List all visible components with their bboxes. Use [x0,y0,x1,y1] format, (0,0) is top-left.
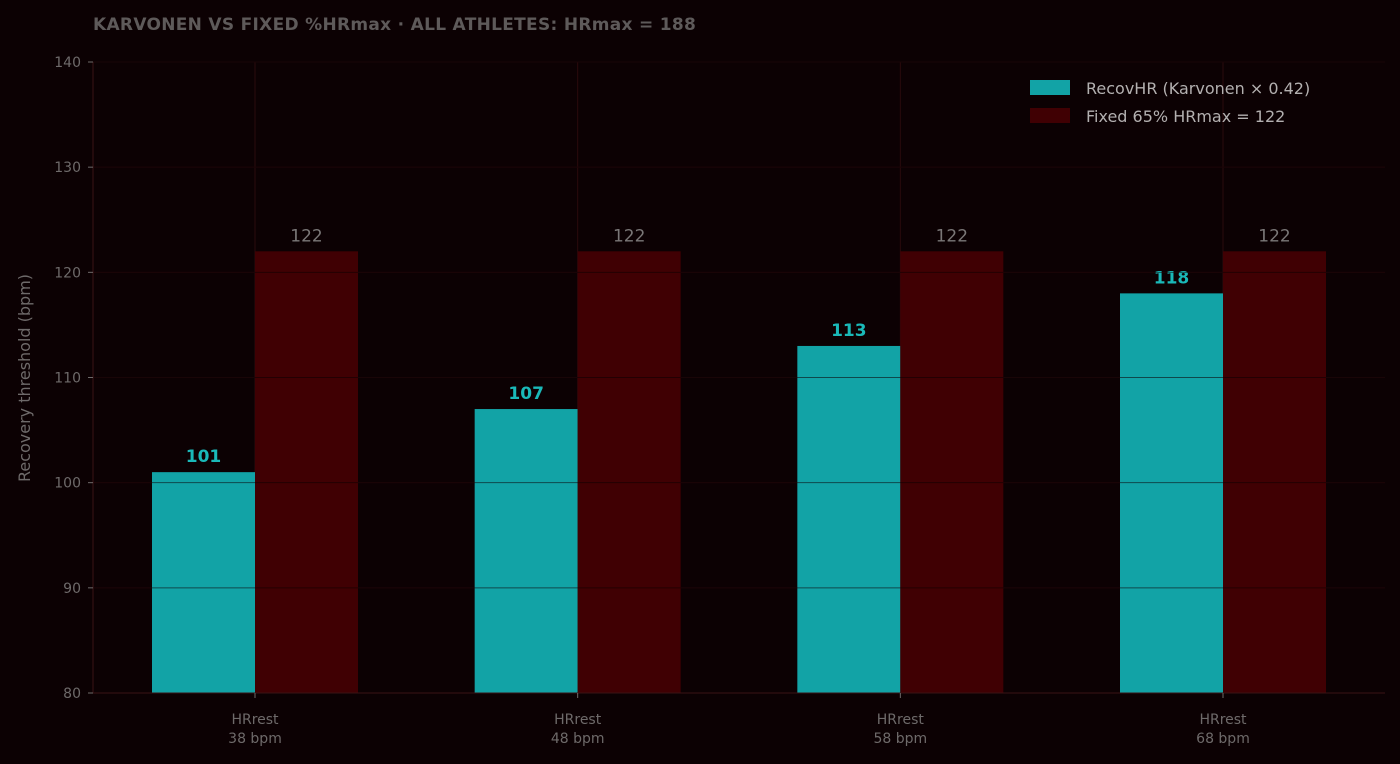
y-tick-label: 120 [54,265,81,281]
data-label: 122 [613,226,645,246]
bar-karvonen [152,472,255,693]
axes: 80 90 100 110 120 130 140 HRrest 38 bpm HRrest 48 … [54,55,1385,747]
x-tick-label: HRrest 58 bpm [873,712,927,747]
bar-karvonen [797,345,901,693]
x-tick-label: HRrest 38 bpm [228,712,282,747]
data-label: 118 [1154,268,1190,288]
data-label: 122 [936,226,968,246]
bar-fixed [577,251,681,694]
data-label: 107 [508,384,544,404]
data-label: 101 [186,447,222,467]
x-tick-label: HRrest 48 bpm [551,712,605,747]
y-tick-label: 80 [63,686,81,702]
x-tick-label: HRrest 68 bpm [1196,712,1250,747]
y-tick-label: 110 [54,371,81,387]
data-label: 122 [290,226,322,246]
legend-swatch [1030,108,1070,123]
y-axis-label: Recovery threshold (bpm) [15,274,34,482]
legend-label: Fixed 65% HRmax = 122 [1086,107,1285,126]
legend: RecovHR (Karvonen × 0.42) Fixed 65% HRmax… [1030,79,1310,126]
bar-karvonen [474,409,578,693]
bar-fixed [255,251,358,694]
legend-swatch [1030,80,1070,95]
bar-karvonen [1120,293,1223,693]
bar-fixed [900,251,1004,694]
data-label: 113 [831,321,867,341]
y-tick-label: 140 [54,55,81,71]
data-label: 122 [1258,226,1290,246]
y-tick-label: 130 [54,160,81,176]
y-tick-label: 90 [63,581,81,597]
chart-title: KARVONEN VS FIXED %HRmax · ALL ATHLETES:… [93,15,696,35]
bars: 101 107 113 118 122 122 122 122 [93,61,1385,694]
legend-label: RecovHR (Karvonen × 0.42) [1086,79,1310,98]
bar-fixed [1223,251,1326,694]
y-tick-label: 100 [54,476,81,492]
